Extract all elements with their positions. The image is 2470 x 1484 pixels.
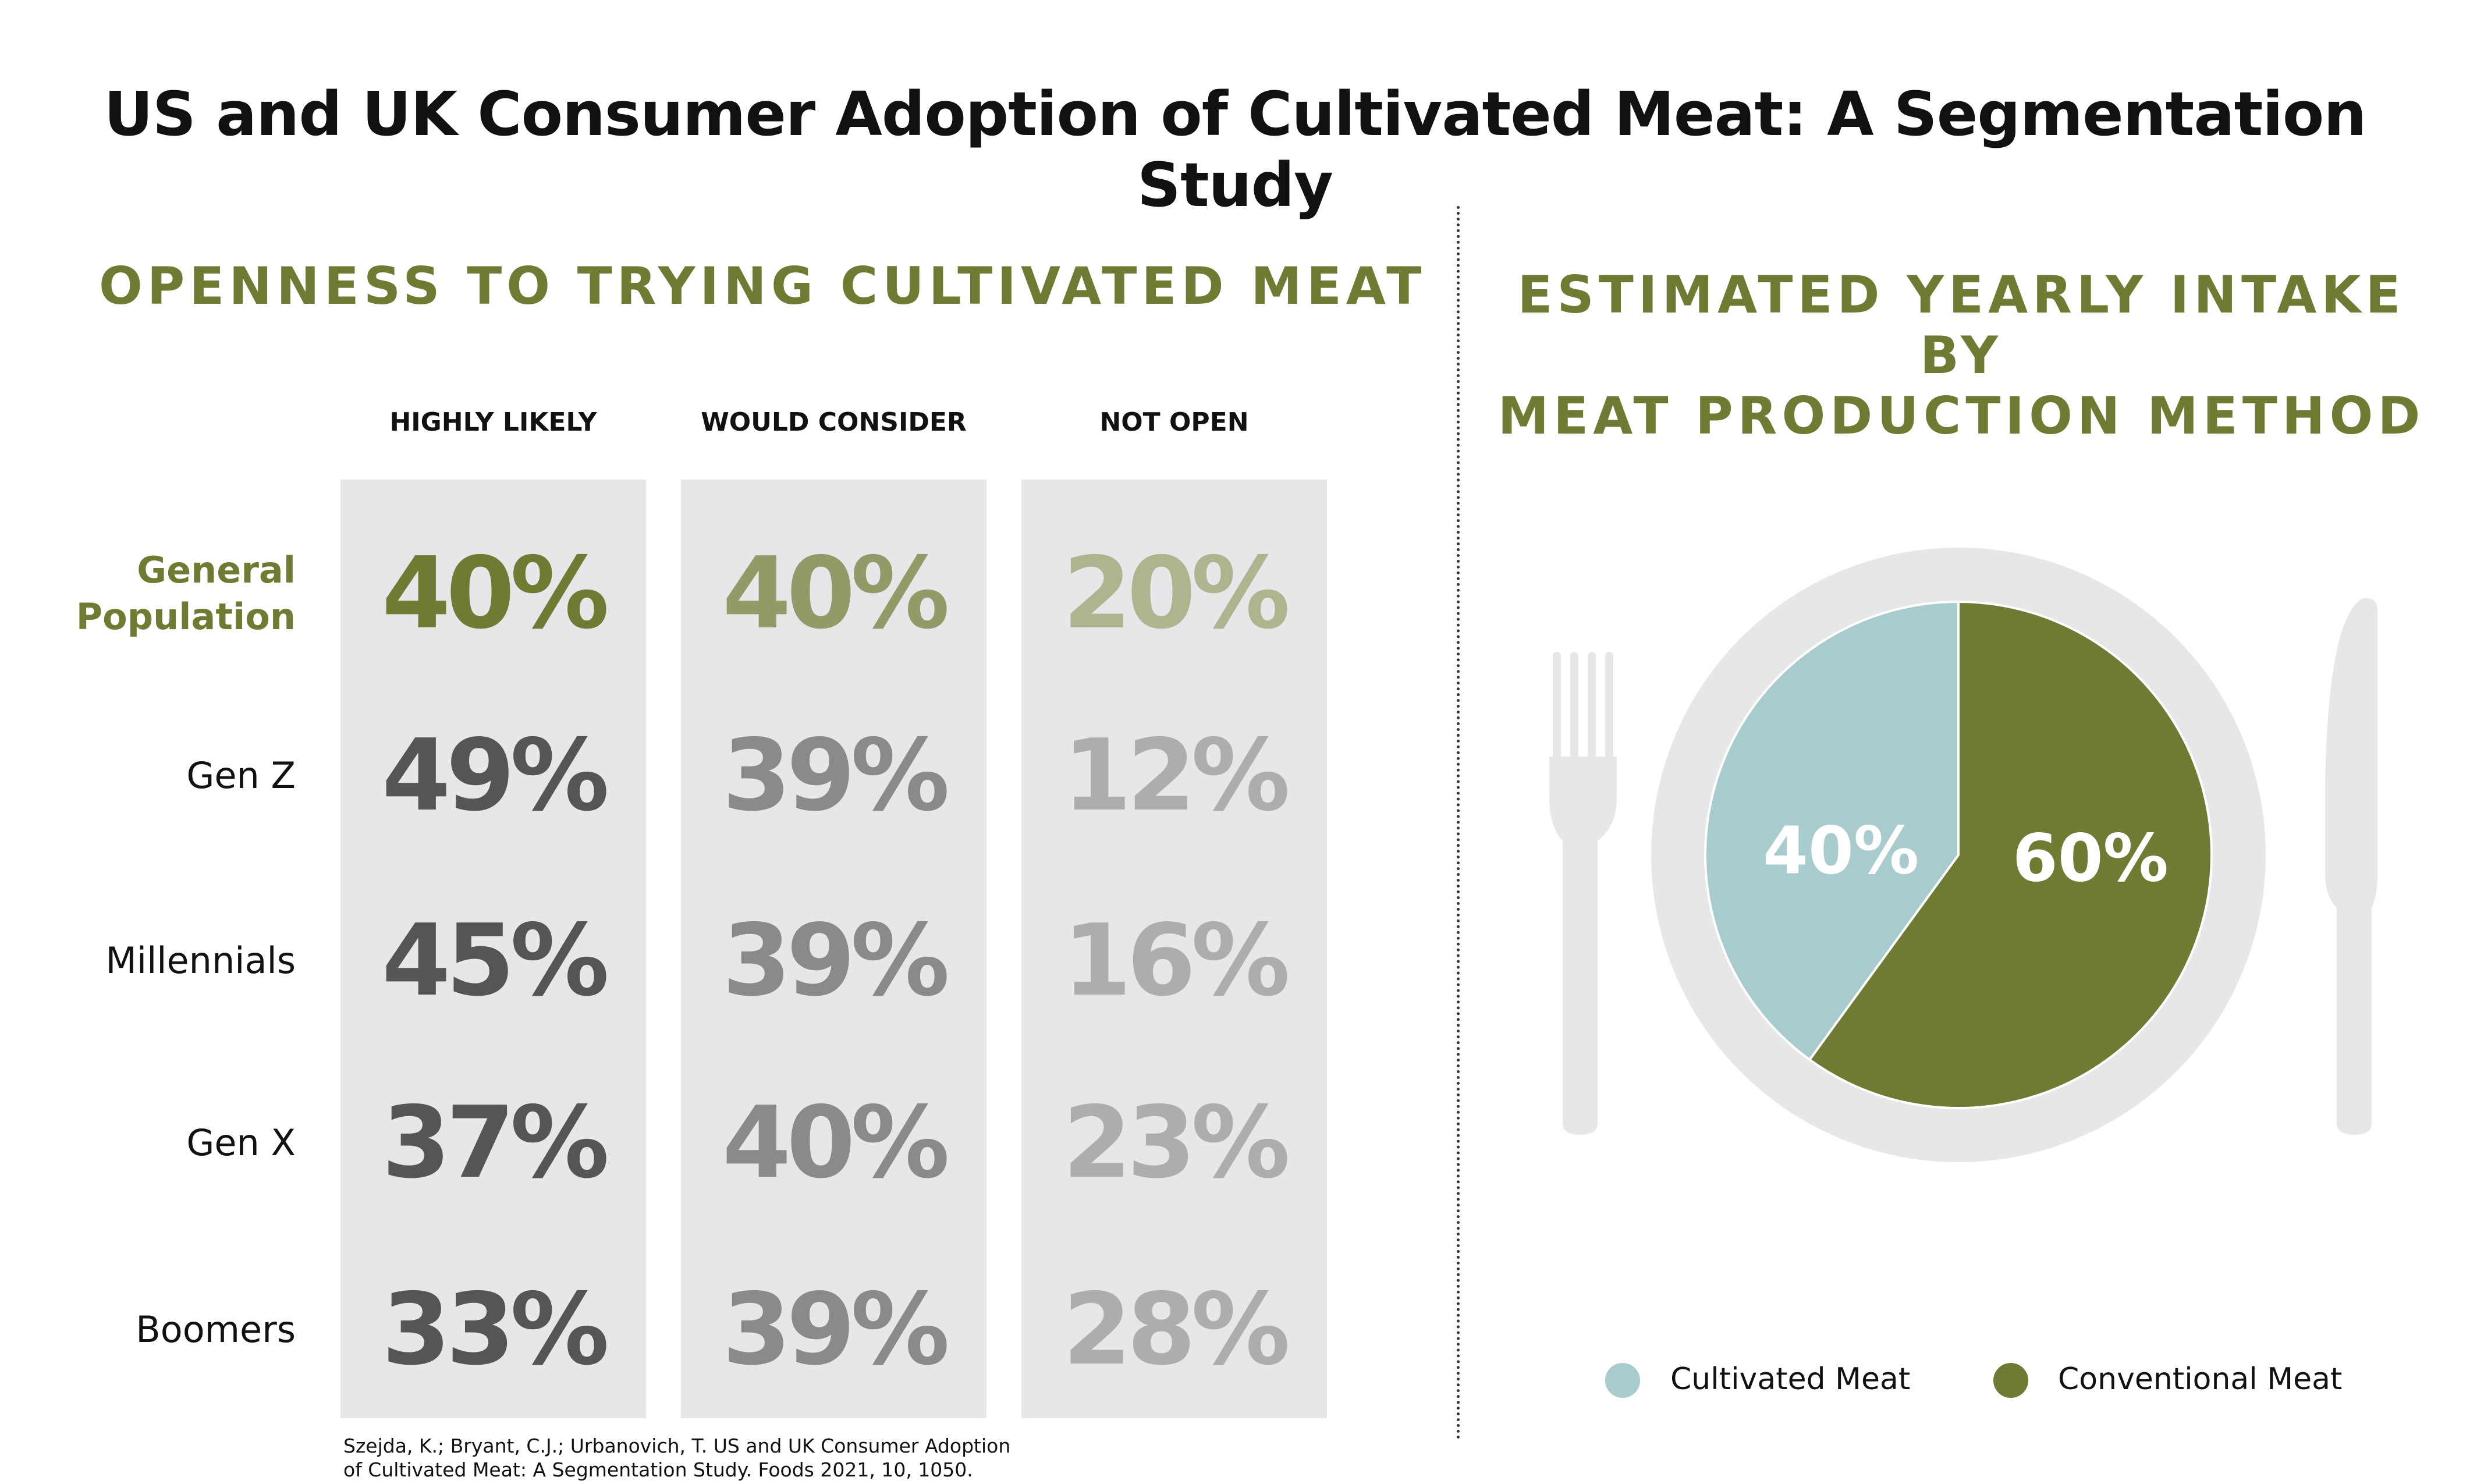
- column-background: [1021, 480, 1327, 1418]
- percent-value: 16%: [1063, 903, 1290, 1018]
- percent-value: 39%: [722, 1272, 950, 1387]
- citation-line: Szejda, K.; Bryant, C.J.; Urbanovich, T.…: [343, 1435, 1011, 1457]
- row-label-line: Millennials: [105, 939, 296, 982]
- legend-label: Conventional Meat: [2058, 1362, 2343, 1397]
- legend-label: Cultivated Meat: [1670, 1362, 1911, 1397]
- citation-line: of Cultivated Meat: A Segmentation Study…: [343, 1458, 973, 1481]
- citation: Szejda, K.; Bryant, C.J.; Urbanovich, T.…: [343, 1434, 1010, 1482]
- percent-value: 12%: [1063, 718, 1290, 833]
- intake-heading-line: MEAT PRODUCTION METHOD: [1497, 386, 2425, 446]
- column-background: [340, 480, 646, 1418]
- percent-value: 45%: [382, 903, 609, 1018]
- knife-icon: [2325, 598, 2377, 1135]
- slice-label: 60%: [2013, 821, 2169, 897]
- openness-heading: OPENNESS TO TRYING CULTIVATED MEAT: [99, 256, 1426, 316]
- pie-slice: [1704, 600, 1960, 1061]
- row-label-line: Gen X: [186, 1121, 296, 1164]
- percent-value: 49%: [382, 718, 609, 833]
- slice-label: 40%: [1763, 813, 1919, 889]
- pie-slice: [1808, 600, 2213, 1109]
- percent-value: 40%: [722, 536, 950, 651]
- legend-swatch: [1605, 1363, 1640, 1398]
- row-label-line: Boomers: [136, 1308, 296, 1351]
- row-label: Gen Z: [186, 752, 296, 799]
- percent-value: 39%: [722, 903, 950, 1018]
- percent-value: 39%: [722, 718, 950, 833]
- percent-value: 20%: [1063, 536, 1290, 651]
- fork-icon: [1549, 652, 1617, 1135]
- column-header: HIGHLY LIKELY: [389, 407, 597, 437]
- row-label-line: Gen Z: [186, 754, 296, 797]
- row-label: General Population: [76, 547, 296, 640]
- row-label-line: Population: [76, 595, 296, 638]
- column-header: NOT OPEN: [1099, 407, 1249, 437]
- percent-value: 33%: [382, 1272, 609, 1387]
- intake-heading: ESTIMATED YEARLY INTAKE BY MEAT PRODUCTI…: [1490, 265, 2433, 446]
- percent-value: 40%: [382, 536, 609, 651]
- percent-value: 23%: [1063, 1085, 1290, 1201]
- column-header: WOULD CONSIDER: [701, 407, 967, 437]
- page-title: US and UK Consumer Adoption of Cultivate…: [104, 79, 2367, 221]
- percent-value: 37%: [382, 1085, 609, 1201]
- intake-heading-line: ESTIMATED YEARLY INTAKE BY: [1517, 265, 2405, 385]
- row-label-line: General: [137, 549, 296, 591]
- row-label: Millennials: [105, 938, 296, 984]
- column-background: [681, 480, 986, 1418]
- percent-value: 40%: [722, 1085, 950, 1201]
- percent-value: 28%: [1063, 1272, 1290, 1387]
- legend-swatch: [1993, 1363, 2028, 1398]
- row-label: Gen X: [186, 1120, 296, 1166]
- row-label: Boomers: [136, 1307, 296, 1353]
- divider: [1457, 206, 1460, 1440]
